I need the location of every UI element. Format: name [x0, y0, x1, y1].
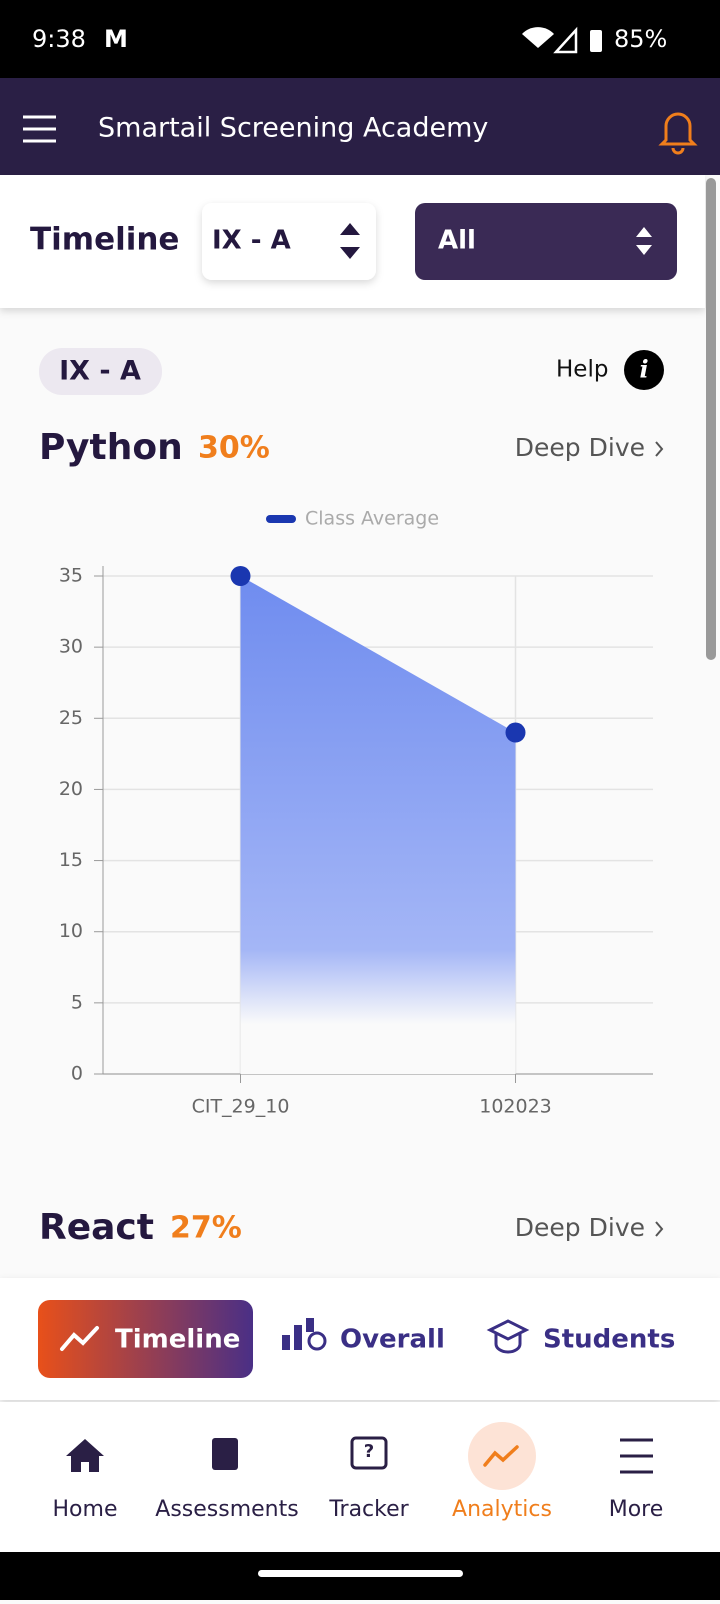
subject-score: 27%: [170, 1211, 242, 1246]
y-tick-label: 35: [59, 565, 83, 587]
class-select-value: IX - A: [212, 226, 291, 256]
notification-button[interactable]: [658, 112, 698, 155]
x-tick-label: 102023: [479, 1096, 552, 1118]
deep-dive-link[interactable]: Deep Dive: [515, 1213, 645, 1242]
subject-score: 30%: [198, 431, 270, 466]
y-tick-label: 15: [59, 849, 83, 871]
battery-icon: [590, 30, 602, 52]
students-icon: [486, 1319, 530, 1354]
timeline-icon: [60, 1326, 99, 1351]
legend-swatch: [266, 515, 296, 523]
mail-icon: M: [104, 25, 128, 53]
timeline-tab[interactable]: [38, 1300, 253, 1378]
subject-name: React: [39, 1207, 154, 1248]
subject-name: Python: [39, 427, 183, 468]
deep-dive-link[interactable]: Deep Dive: [515, 433, 645, 462]
nav-label: Tracker: [328, 1497, 409, 1522]
nav-labels: Home Assessments Tracker Analytics More: [53, 1497, 664, 1522]
select-arrows: [340, 223, 360, 259]
bottom-nav: [0, 1402, 720, 1552]
help-icon[interactable]: [624, 350, 664, 390]
tab-label[interactable]: Overall: [340, 1325, 445, 1355]
home-icon: [66, 1439, 104, 1472]
nav-label: Analytics: [452, 1497, 552, 1522]
legend-label: Class Average: [305, 508, 439, 530]
wifi-icon: [522, 27, 554, 48]
overall-icon-lens: [307, 1331, 327, 1351]
nav-label: More: [609, 1497, 664, 1522]
scrollbar: [706, 178, 716, 660]
y-tick-label: 25: [59, 707, 83, 729]
tab-label: Timeline: [115, 1325, 240, 1355]
tracker-icon-glyph: ?: [364, 1441, 374, 1462]
y-tick-label: 5: [71, 991, 83, 1013]
class-badge-text: IX - A: [59, 356, 141, 387]
analytics-highlight: [468, 1422, 536, 1490]
filter-label: Timeline: [30, 222, 179, 258]
y-tick-label: 20: [59, 778, 83, 800]
class-badge: [39, 348, 162, 395]
y-tick-label: 10: [59, 920, 83, 942]
home-handle: [258, 1570, 463, 1577]
chevron: [655, 441, 664, 457]
y-tick-label: 0: [71, 1063, 83, 1085]
tab-label[interactable]: Students: [543, 1325, 675, 1355]
overall-icon: [282, 1318, 314, 1350]
x-tick-label: CIT_29_10: [192, 1096, 290, 1118]
y-tick-label: 30: [59, 636, 83, 658]
battery-level: 85%: [614, 25, 667, 53]
data-point: [505, 722, 526, 743]
chart: 0 5 10 15 20 25 30 35 CIT_29_10 102023 Class Avera…: [59, 508, 653, 1118]
data-point: [230, 566, 251, 586]
class-select[interactable]: [202, 203, 376, 280]
filter-select-value: All: [438, 226, 476, 256]
app-title: Smartail Screening Academy: [98, 113, 488, 144]
filter-select[interactable]: [415, 203, 677, 280]
nav-label: Home: [53, 1497, 118, 1522]
help-text[interactable]: Help: [556, 357, 608, 383]
signal-icon: [553, 26, 578, 54]
app-header: [0, 78, 720, 175]
nav-label: Assessments: [155, 1497, 298, 1522]
area: [240, 576, 516, 1074]
analytics-icon: [483, 1445, 519, 1467]
assessments-icon: [212, 1438, 238, 1470]
more-icon: [620, 1438, 653, 1474]
tracker-icon: [350, 1436, 388, 1470]
time: 9:38: [32, 25, 86, 53]
select-arrows: [636, 227, 652, 255]
chevron: [655, 1221, 664, 1237]
menu-button[interactable]: [23, 115, 56, 143]
help-icon-glyph: i: [639, 355, 648, 384]
